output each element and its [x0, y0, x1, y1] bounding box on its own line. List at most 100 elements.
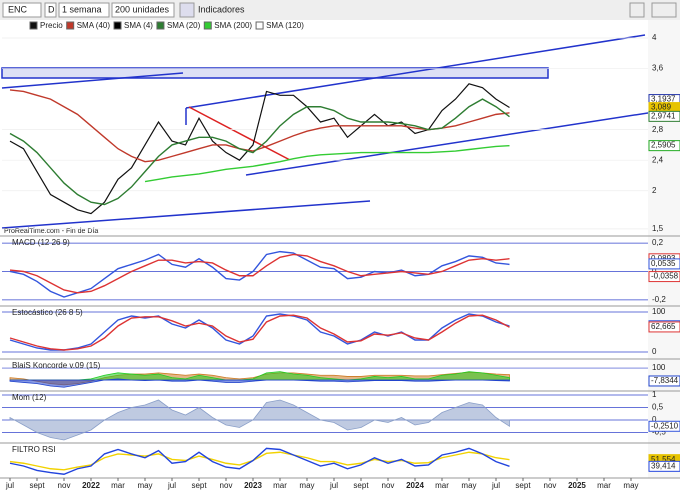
value-label-box — [648, 375, 680, 387]
legend-label: SMA (120) — [266, 21, 304, 30]
legend-label: SMA (20) — [167, 21, 201, 30]
x-tick-label: jul — [491, 481, 500, 490]
symbol-box[interactable] — [2, 2, 42, 18]
value-label-box — [648, 420, 680, 432]
y-tick-label: 2 — [652, 186, 657, 195]
value-label: 3,1937 — [651, 95, 676, 104]
line — [9, 313, 510, 351]
indicator-icon[interactable] — [179, 2, 195, 18]
y-tick-label: 0,2 — [652, 238, 664, 247]
down-line — [188, 106, 291, 161]
x-tick-label: may — [299, 481, 314, 490]
support-line — [1, 200, 371, 229]
legend-swatch — [113, 21, 122, 30]
x-tick-label: 2022 — [82, 481, 100, 490]
line — [9, 447, 510, 475]
y-tick-label: 100 — [652, 363, 666, 372]
value-label: 2,5905 — [651, 141, 676, 150]
watermark: ProRealTime.com - Fin de Día — [4, 228, 98, 235]
area — [10, 371, 510, 381]
panel: 1 0,5 0 -0,5-0,2510 Mom (12) — [2, 390, 680, 441]
value-label: 39,414 — [651, 461, 676, 470]
value-label-box — [648, 460, 680, 472]
y-tick-label: 0,5 — [652, 403, 664, 412]
value-label-box — [648, 321, 680, 333]
value-label-box — [648, 140, 680, 152]
legend-label: SMA (200) — [214, 21, 252, 30]
value-label: -0,2510 — [651, 421, 679, 430]
line — [9, 253, 510, 294]
period-box[interactable] — [58, 2, 110, 18]
x-tick-label: nov — [544, 481, 557, 490]
legend-swatch — [255, 21, 264, 30]
legend-swatch — [29, 21, 38, 30]
legend-label: Precio — [40, 21, 63, 30]
y-tick-label: 1 — [652, 390, 657, 399]
x-tick-label: sept — [191, 481, 207, 490]
y-tick-label: 2,4 — [652, 155, 664, 164]
tool-icon[interactable] — [629, 2, 645, 18]
legend-swatch — [66, 21, 75, 30]
legend-label: SMA (40) — [77, 21, 111, 30]
y-tick-label: 3,6 — [652, 64, 664, 73]
legend-label: SMA (4) — [124, 21, 153, 30]
legend-swatch — [203, 21, 212, 30]
x-tick-label: jul — [329, 481, 338, 490]
indicators[interactable]: Indicadores — [198, 4, 245, 14]
value-label-box — [648, 258, 680, 270]
value-label-box — [648, 110, 680, 122]
line — [144, 144, 510, 183]
line — [9, 83, 510, 215]
x-tick-label: may — [623, 481, 638, 490]
mode-box[interactable] — [44, 2, 57, 18]
x-tick-label: sept — [515, 481, 531, 490]
drawings — [1, 34, 680, 229]
y-tick-label: 100 — [652, 307, 666, 316]
value-label: -0,0358 — [651, 272, 679, 281]
legend-swatch — [156, 21, 165, 30]
x-tick-label: sept — [29, 481, 45, 490]
value-label: 3,089 — [651, 103, 672, 112]
panel: 100 -7,8344 BlaiS Koncorde v.09 (15) — [2, 361, 680, 388]
x-tick-label: 2024 — [406, 481, 424, 490]
x-tick-label: 2023 — [244, 481, 262, 490]
symbol[interactable]: ENC — [8, 4, 28, 14]
y-tick-label: 2,8 — [652, 125, 664, 134]
x-tick-label: jul — [5, 481, 14, 490]
window-buttons[interactable] — [651, 2, 677, 18]
channel-top — [185, 34, 646, 109]
y-tick-label: 0 — [652, 415, 657, 424]
x-tick-label: nov — [58, 481, 71, 490]
x-tick-label: 2025 — [568, 481, 586, 490]
x-tick-label: mar — [111, 481, 125, 490]
x-tick-label: may — [461, 481, 476, 490]
units[interactable]: 200 unidades — [115, 4, 170, 14]
x-tick-label: may — [137, 481, 152, 490]
panel-title: MACD (12 26 9) — [12, 238, 70, 247]
y-tick-label: -0,5 — [652, 428, 666, 437]
x-tick-label: nov — [382, 481, 395, 490]
channel-bottom — [245, 107, 680, 176]
x-tick-label: nov — [220, 481, 233, 490]
period[interactable]: 1 semana — [62, 4, 102, 14]
trend-line — [1, 72, 184, 89]
panel-title: Estocástico (26 8 5) — [12, 308, 83, 317]
value-label: 0,0535 — [651, 259, 676, 268]
line — [9, 314, 510, 351]
mode[interactable]: D — [48, 4, 55, 14]
y-tick-label: -0,2 — [652, 295, 666, 304]
area — [9, 399, 510, 441]
x-tick-label: mar — [597, 481, 611, 490]
y-tick-label: 0 — [652, 347, 657, 356]
y-tick-label: 1,5 — [652, 224, 664, 233]
zone — [1, 67, 549, 79]
line — [9, 250, 510, 298]
line — [9, 89, 510, 163]
panel-title: FILTRO RSI — [12, 445, 55, 454]
units-box[interactable] — [111, 2, 175, 18]
